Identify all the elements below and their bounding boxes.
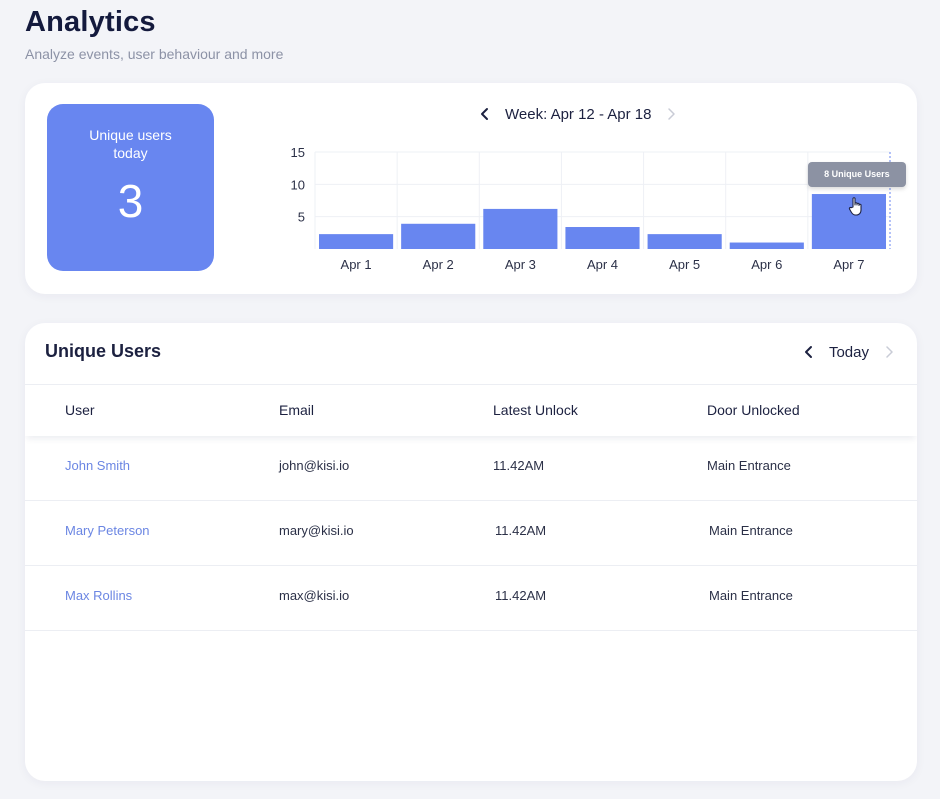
door-unlocked: Main Entrance [709,523,793,538]
door-unlocked: Main Entrance [709,588,793,603]
chevron-left-icon[interactable] [475,104,495,124]
column-header-latest-unlock[interactable]: Latest Unlock [493,402,578,418]
chevron-right-icon[interactable] [879,342,899,362]
user-email: max@kisi.io [279,588,350,603]
x-tick-label: Apr 1 [341,257,372,272]
x-tick-label: Apr 2 [423,257,454,272]
door-unlocked: Main Entrance [707,458,791,473]
bar [565,227,640,249]
hand-pointer-icon [847,195,867,217]
table-row[interactable]: Max Rollins max@kisi.io 11.42AM Main Ent… [25,566,917,631]
kpi-label: Unique users today [89,127,172,161]
column-header-user[interactable]: User [65,402,95,418]
bar [483,208,558,249]
y-tick-label: 10 [291,177,305,192]
latest-unlock: 11.42AM [495,523,547,538]
stats-card: Unique users today 3 Week: Apr 12 - Apr … [25,83,917,294]
table-header: User Email Latest Unlock Door Unlocked [25,384,917,436]
x-tick-label: Apr 7 [833,257,864,272]
kpi-value: 3 [117,175,144,227]
table-row[interactable]: John Smith john@kisi.io 11.42AM Main Ent… [25,436,917,501]
page-subtitle: Analyze events, user behaviour and more [25,46,284,62]
user-name-link[interactable]: Max Rollins [65,588,133,603]
bar [319,234,394,249]
unique-users-card: Unique Users Today User Email Latest Unl… [25,323,917,781]
bar [401,223,476,249]
users-card-title: Unique Users [45,341,162,361]
column-header-email[interactable]: Email [279,402,315,418]
x-tick-label: Apr 4 [587,257,618,272]
user-name-link[interactable]: John Smith [65,458,131,473]
x-tick-label: Apr 5 [669,257,700,272]
user-name-link[interactable]: Mary Peterson [65,523,150,538]
chevron-right-icon[interactable] [661,104,681,124]
x-tick-label: Apr 6 [751,257,782,272]
column-header-door-unlocked[interactable]: Door Unlocked [707,402,800,418]
day-label: Today [828,343,869,361]
chart-tooltip: 8 Unique Users [807,162,906,188]
bar [647,234,722,249]
y-tick-label: 15 [291,145,305,160]
unique-users-today-tile: Unique users today 3 [47,104,214,271]
weekly-bar-chart: 5 10 15 Apr 1 Apr 2 Apr 3 Apr 4 Apr 5 Apr 6 Apr 7 [291,145,891,272]
x-tick-label: Apr 3 [505,257,536,272]
user-email: mary@kisi.io [279,523,354,538]
chevron-left-icon[interactable] [799,342,819,362]
week-navigation: Week: Apr 12 - Apr 18 [475,103,681,125]
page-title: Analytics [25,6,156,38]
bar [729,242,804,249]
table-row[interactable]: Mary Peterson mary@kisi.io 11.42AM Main … [25,501,917,566]
y-tick-label: 5 [298,210,305,225]
bar [811,194,886,249]
user-email: john@kisi.io [279,458,350,473]
latest-unlock: 11.42AM [495,588,547,603]
week-label: Week: Apr 12 - Apr 18 [505,105,652,123]
day-navigation: Today [799,341,899,363]
latest-unlock: 11.42AM [493,458,545,473]
